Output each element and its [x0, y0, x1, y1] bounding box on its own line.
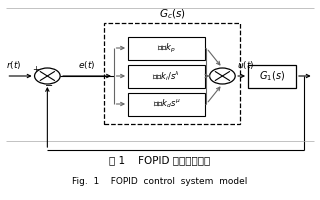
Text: $G_c(s)$: $G_c(s)$ [158, 7, 186, 21]
Text: +: + [32, 64, 39, 73]
Text: $e(t)$: $e(t)$ [78, 59, 96, 71]
Bar [128, 64, 205, 88]
Text: 积分$k_i/s^\lambda$: 积分$k_i/s^\lambda$ [153, 69, 180, 83]
Text: $r(t)$: $r(t)$ [6, 59, 21, 71]
Text: $G_1(s)$: $G_1(s)$ [259, 69, 285, 83]
Bar [104, 23, 240, 124]
Bar [128, 92, 205, 116]
Bar [128, 36, 205, 60]
Text: Fig.  1    FOPID  control  system  model: Fig. 1 FOPID control system model [72, 178, 248, 186]
Text: $u(t)$: $u(t)$ [237, 59, 254, 71]
Bar [248, 64, 296, 88]
Text: 比例$k_p$: 比例$k_p$ [157, 41, 176, 55]
Text: −: − [45, 81, 53, 91]
Text: 微分$k_d s^\mu$: 微分$k_d s^\mu$ [153, 98, 180, 110]
Text: 图 1    FOPID 控制系统模型: 图 1 FOPID 控制系统模型 [109, 155, 211, 165]
